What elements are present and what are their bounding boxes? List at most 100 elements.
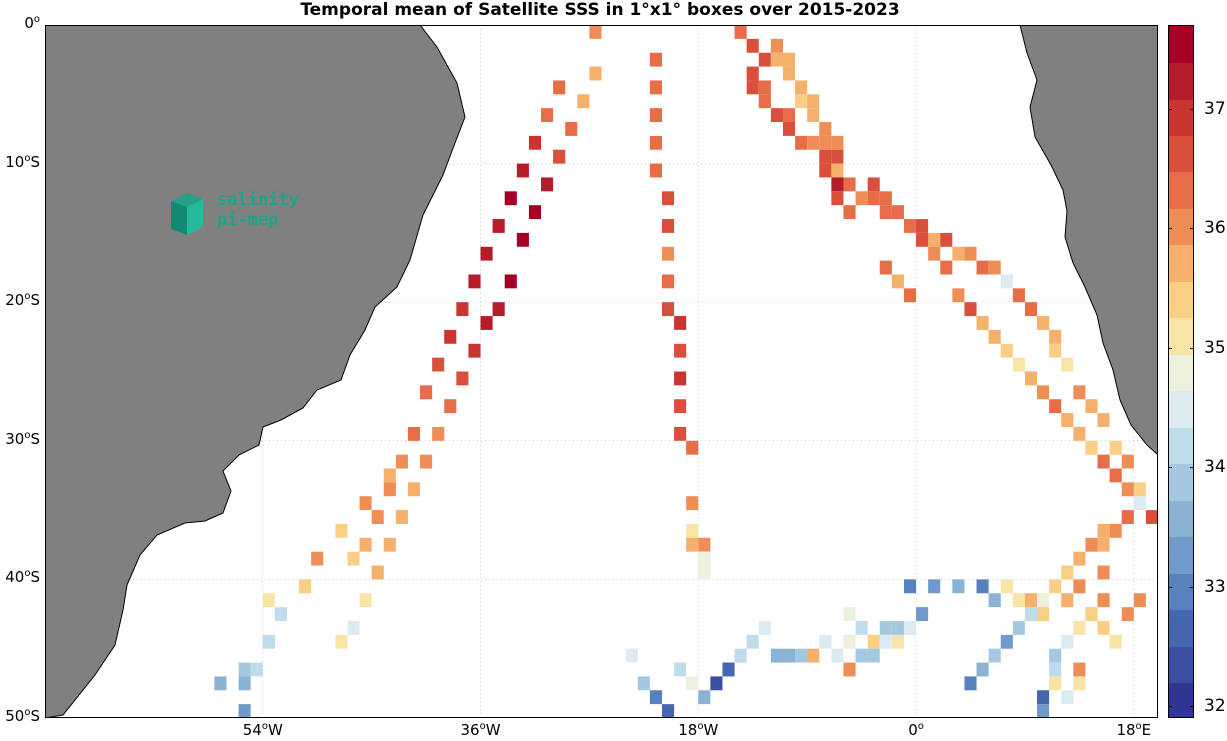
sss-box — [238, 704, 251, 718]
sss-box — [819, 634, 832, 649]
colorbar-segment — [1169, 281, 1193, 319]
sss-box — [1133, 482, 1146, 497]
sss-box — [782, 122, 796, 136]
sss-box — [1097, 593, 1110, 608]
sss-box — [855, 648, 868, 663]
colorbar-tick-label: 34 — [1204, 457, 1226, 478]
sss-box — [577, 94, 590, 109]
sss-box — [782, 108, 796, 123]
sss-box — [903, 219, 917, 233]
sss-box — [782, 52, 796, 67]
sss-box — [867, 177, 880, 192]
sss-box — [1073, 662, 1086, 677]
sss-box — [831, 149, 844, 164]
sss-box — [770, 108, 783, 123]
sss-box — [758, 52, 771, 67]
sss-box — [879, 260, 892, 275]
colorbar-segment — [1169, 682, 1193, 717]
sss-box — [661, 191, 675, 206]
sss-box — [964, 676, 977, 691]
sss-box — [589, 66, 602, 81]
sss-box — [928, 246, 941, 261]
lon-tick-label: 0o — [908, 721, 924, 739]
colorbar-tick-mark — [1190, 228, 1194, 230]
logo-line1: salinity — [217, 190, 299, 210]
sss-box — [661, 302, 675, 317]
sss-box — [795, 94, 808, 109]
sss-box — [528, 135, 542, 150]
sss-box — [879, 620, 892, 635]
sss-box — [1097, 565, 1110, 580]
sss-box — [589, 25, 602, 39]
sss-box — [335, 523, 348, 538]
sss-box — [674, 662, 687, 677]
colorbar-tick-mark — [1190, 586, 1194, 588]
colorbar-tick-mark — [1168, 228, 1172, 230]
africa-land — [1019, 25, 1158, 456]
colorbar-tick-mark — [1168, 706, 1172, 708]
lat-tick-label: 40oS — [5, 568, 40, 587]
sss-box — [1037, 593, 1050, 608]
lon-tick-label: 54oW — [242, 721, 283, 739]
sss-box — [879, 634, 892, 649]
sss-box — [952, 579, 965, 594]
sss-box — [516, 163, 529, 178]
sss-box — [891, 205, 904, 220]
sss-box — [238, 662, 251, 677]
sss-box — [1049, 399, 1062, 414]
sss-box — [988, 329, 1001, 344]
sss-box — [649, 135, 662, 150]
sss-box — [1073, 385, 1086, 400]
sss-box — [1037, 704, 1050, 718]
sss-box — [782, 648, 796, 663]
sss-box — [988, 593, 1001, 608]
sss-box — [359, 537, 372, 552]
sss-box — [480, 316, 493, 330]
colorbar-segment — [1169, 646, 1193, 684]
colorbar-segment — [1169, 536, 1193, 574]
sss-box — [952, 246, 965, 261]
colorbar-tick-mark — [1190, 467, 1194, 469]
sss-box — [1073, 620, 1086, 635]
sss-box — [432, 357, 445, 372]
sss-box — [444, 399, 457, 414]
sss-box — [686, 496, 699, 511]
sss-box — [468, 274, 481, 289]
sss-box — [661, 704, 675, 718]
colorbar-tick-label: 33 — [1204, 576, 1226, 597]
sss-box — [1061, 565, 1074, 580]
sss-box — [746, 80, 759, 95]
sss-box — [661, 219, 675, 233]
logo-cube-icon — [171, 193, 203, 235]
sss-box — [274, 607, 287, 621]
sss-box — [1037, 385, 1050, 400]
sss-box — [1049, 676, 1062, 691]
sss-box — [1024, 371, 1038, 386]
sss-box — [516, 232, 529, 247]
sss-box — [674, 316, 687, 330]
colorbar-segment — [1169, 390, 1193, 428]
sss-box — [807, 135, 820, 150]
sss-box — [831, 648, 844, 663]
colorbar-segment — [1169, 244, 1193, 282]
sss-box — [891, 620, 904, 635]
sss-box — [855, 620, 868, 635]
sss-box — [795, 80, 808, 95]
sss-box — [831, 135, 844, 150]
sss-box — [891, 274, 904, 289]
sss-box — [807, 94, 820, 109]
sss-box — [916, 219, 929, 233]
sss-box — [262, 634, 275, 649]
sss-box — [819, 122, 832, 136]
colorbar-tick-mark — [1168, 467, 1172, 469]
sss-box — [1085, 399, 1098, 414]
sss-box — [311, 551, 324, 566]
sss-box — [214, 676, 227, 691]
sss-box — [916, 607, 929, 621]
colorbar-segment — [1169, 171, 1193, 209]
sss-box — [988, 648, 1001, 663]
sss-box — [649, 163, 662, 178]
sss-box — [238, 676, 251, 691]
sss-box — [843, 607, 856, 621]
sss-box — [1121, 510, 1134, 524]
